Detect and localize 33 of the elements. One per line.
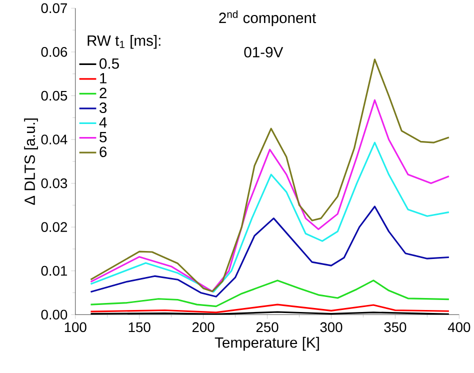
line-series (90, 142, 450, 293)
legend-label: 0.5 (100, 58, 119, 69)
y-tick-label: 0.04 (41, 134, 68, 144)
x-tick-label: 400 (448, 322, 470, 332)
legend-title: RW t$_{1}$ [ms]: (88, 34, 160, 49)
annotation: 01-9V (244, 46, 284, 58)
y-tick-label: 0.05 (41, 90, 68, 101)
y-axis-title: Δ DLTS [a.u.] (24, 118, 38, 205)
legend-label: 1 (100, 73, 106, 84)
line-series (90, 58, 450, 292)
x-tick-label: 200 (192, 322, 214, 332)
legend-label: 4 (99, 117, 107, 128)
x-tick-label: 100 (64, 322, 86, 332)
chart-title: 2$^{nd}$ component (219, 10, 316, 26)
legend-label: 2 (100, 88, 106, 98)
x-tick-label: 250 (256, 322, 278, 332)
x-tick-label: 300 (320, 322, 342, 332)
y-tick-label: 0.00 (41, 310, 68, 320)
y-tick-label: 0.02 (41, 222, 67, 232)
legend-label: 6 (100, 146, 107, 158)
y-tick-label: 0.01 (41, 266, 67, 276)
y-tick-label: 0.07 (41, 3, 67, 14)
legend-label: 5 (100, 132, 107, 142)
line-series (90, 99, 450, 292)
x-tick-label: 350 (384, 322, 406, 332)
x-axis-title: Temperature [K] (214, 336, 319, 351)
line-series (90, 206, 450, 298)
line-series (90, 304, 450, 314)
y-tick-label: 0.06 (41, 46, 68, 57)
line-series (90, 280, 450, 308)
legend-label: 3 (100, 102, 107, 113)
y-tick-label: 0.03 (41, 178, 68, 188)
x-tick-label: 150 (128, 322, 150, 332)
